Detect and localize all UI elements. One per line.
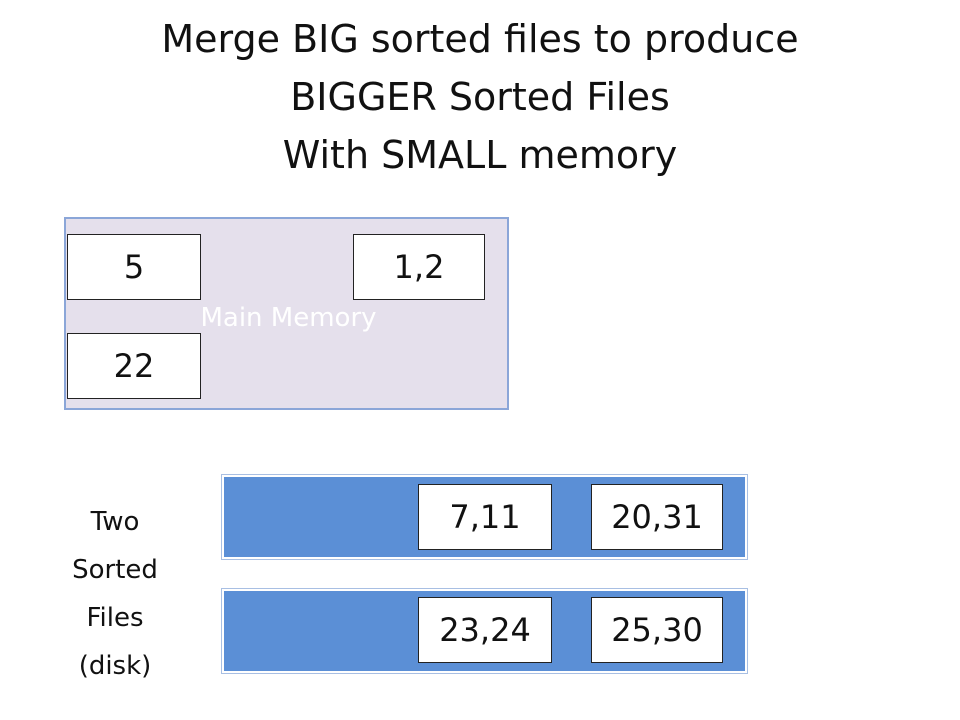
file-2-block-1: 23,24	[418, 597, 552, 663]
file-1-block-1: 7,11	[418, 484, 552, 550]
title-line-3: With SMALL memory	[282, 133, 678, 177]
disk-label-line-3: Files	[86, 603, 144, 633]
memory-block-1: 5	[67, 234, 201, 300]
disk-label: Two Sorted Files (disk)	[50, 498, 180, 690]
disk-label-line-1: Two	[90, 507, 140, 537]
title-line-1: Merge BIG sorted files to produce	[161, 17, 799, 61]
file-2-block-2: 25,30	[591, 597, 723, 663]
file-1-block-2: 20,31	[591, 484, 723, 550]
disk-label-line-4: (disk)	[78, 651, 152, 681]
disk-label-line-2: Sorted	[72, 555, 158, 585]
title-line-2: BIGGER Sorted Files	[290, 75, 670, 119]
main-memory-label: Main Memory	[200, 303, 377, 333]
slide-title: Merge BIG sorted files to produce BIGGER…	[0, 10, 960, 184]
memory-block-3: 22	[67, 333, 201, 399]
memory-block-2: 1,2	[353, 234, 485, 300]
